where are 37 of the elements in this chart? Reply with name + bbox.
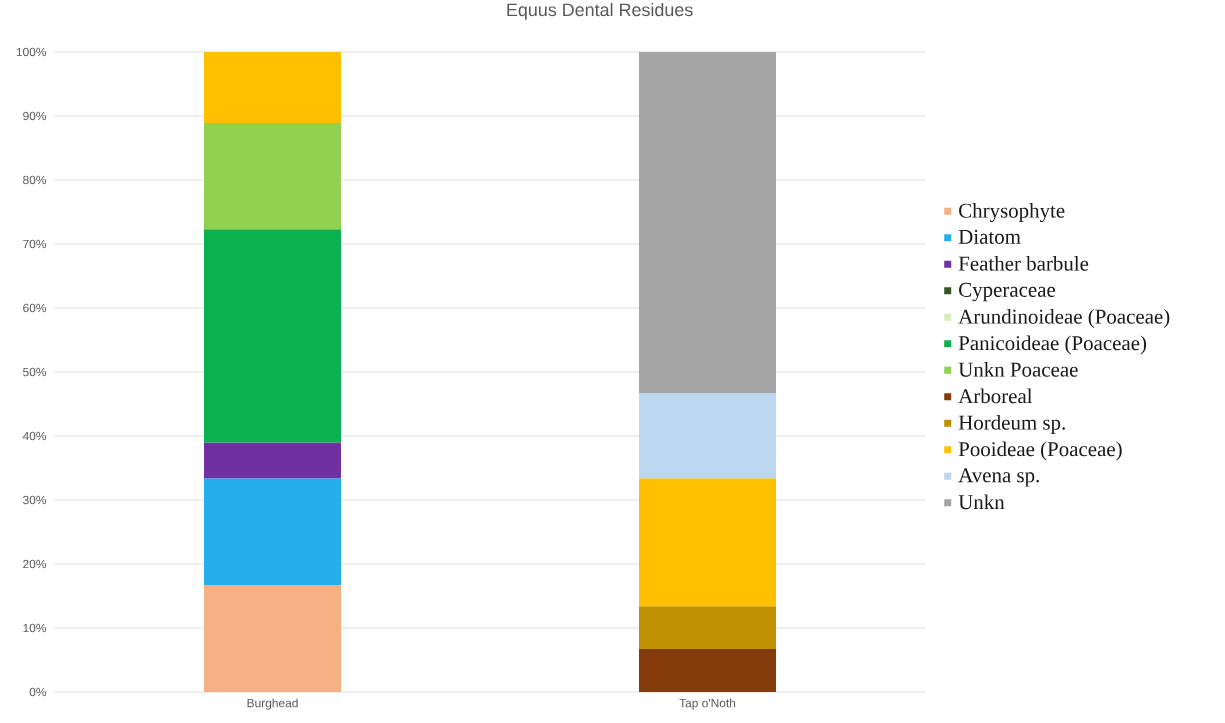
bar — [638, 51, 777, 394]
y-tick-label: 30% — [23, 495, 47, 505]
bar — [203, 229, 342, 443]
y-tick-label: 100% — [16, 47, 47, 57]
y-tick-label: 50% — [23, 367, 47, 377]
y-tick-label: 10% — [23, 623, 47, 633]
legend-label: Panicoideae (Poaceae) — [958, 335, 1147, 355]
y-tick-label: 40% — [22, 431, 47, 441]
x-tick-label: Burghead — [247, 698, 298, 710]
bar — [203, 585, 342, 692]
legend-label: Cyperaceae — [959, 282, 1056, 302]
legend-label: Arundinoideae (Poaceae) — [958, 308, 1170, 328]
legend-label: Unkn — [958, 494, 1005, 510]
x-tick-label: Tap o'Noth — [679, 698, 736, 710]
legend-label: Unkn Poaceae — [958, 361, 1078, 377]
legend-label: Diatom — [958, 229, 1021, 244]
chart-title: Equus Dental Residues — [507, 3, 693, 20]
bar — [203, 442, 342, 479]
legend-label: Chrysophyte — [959, 202, 1065, 223]
legend-label: Hordeum sp. — [958, 414, 1065, 434]
bar — [638, 649, 777, 692]
bar — [203, 51, 342, 124]
legend-label: Pooideae (Poaceae) — [958, 441, 1122, 461]
y-tick-label: 70% — [23, 239, 47, 249]
legend-label: Avena sp. — [958, 468, 1039, 487]
bar — [638, 393, 777, 479]
y-tick-label: 20% — [23, 559, 47, 569]
bar — [638, 606, 777, 650]
y-tick-label: 80% — [23, 175, 47, 185]
y-tick-label: 60% — [23, 303, 47, 313]
bar — [638, 478, 777, 607]
bar — [203, 478, 342, 586]
legend-label: Feather barbule — [958, 255, 1089, 271]
y-tick-label: 0% — [29, 687, 47, 697]
bar — [203, 123, 342, 230]
legend-label: Arboreal — [958, 388, 1033, 404]
y-tick-label: 90% — [23, 111, 47, 121]
